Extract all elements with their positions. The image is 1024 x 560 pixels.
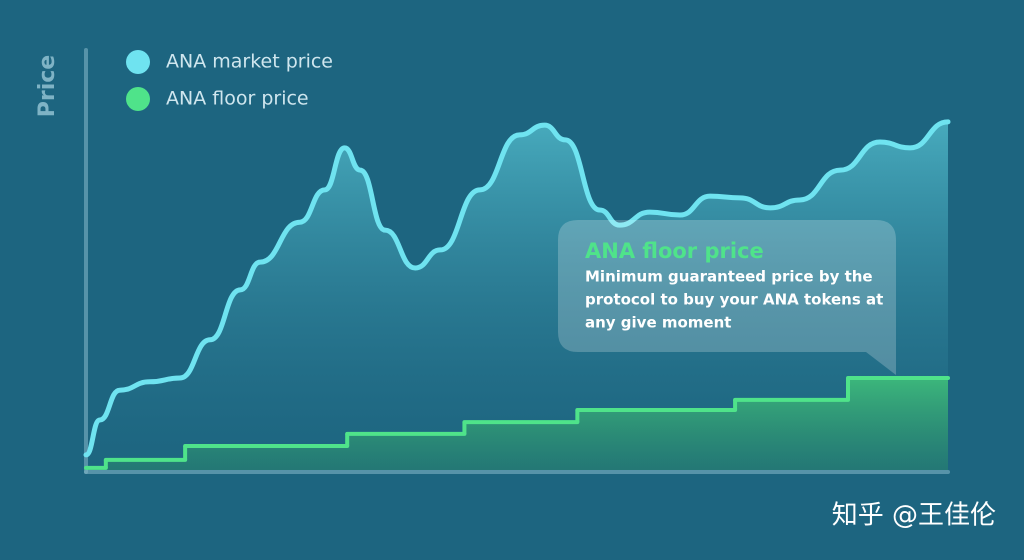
market-area [86, 121, 948, 470]
callout-text: Minimum guaranteed price by the [585, 268, 873, 286]
legend-swatch [126, 50, 150, 74]
watermark: 知乎 @王佳伦 [832, 501, 996, 531]
legend-label: ANA floor price [166, 88, 309, 110]
callout-title: ANA floor price [585, 239, 764, 263]
market-line [83, 119, 951, 458]
y-axis-label: Price [35, 55, 60, 117]
callout: ANA floor price Minimum guaranteed price… [558, 220, 896, 375]
callout-box [558, 220, 896, 375]
legend-label: ANA market price [166, 51, 333, 73]
callout-text: any give moment [585, 314, 731, 332]
legend-swatch [126, 87, 150, 111]
callout-text: protocol to buy your ANA tokens at [585, 291, 883, 309]
